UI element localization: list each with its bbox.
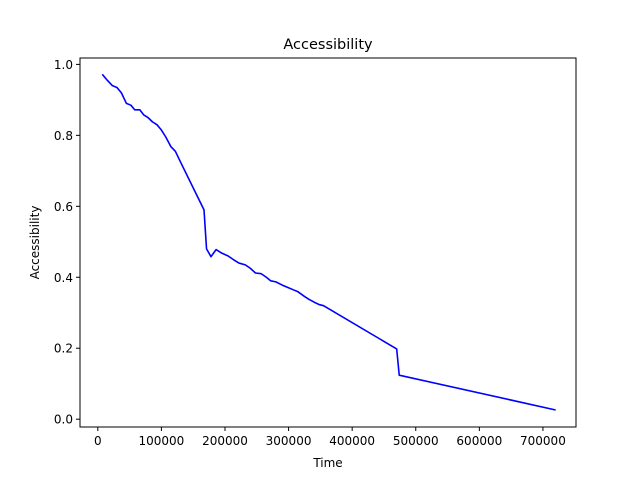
series-layer: [101, 73, 556, 411]
y-tick-label: 0.4: [54, 271, 73, 285]
x-tick-label: 0: [94, 434, 102, 448]
x-axis-label: Time: [312, 456, 342, 470]
y-tick-label: 0.6: [54, 200, 73, 214]
series-line-0: [101, 73, 556, 411]
plot-area: [80, 58, 576, 427]
y-axis-ticks: 0.0 0.2 0.4 0.6 0.8 1.0: [54, 58, 80, 427]
y-axis-label: Accessibility: [28, 206, 42, 280]
x-tick-label: 600000: [456, 434, 502, 448]
x-tick-label: 500000: [393, 434, 439, 448]
x-tick-label: 100000: [138, 434, 184, 448]
plot-frame: [79, 57, 577, 428]
y-tick-label: 1.0: [54, 58, 73, 72]
y-tick-label: 0.0: [54, 413, 73, 427]
x-tick-label: 300000: [266, 434, 312, 448]
y-tick-label: 0.2: [54, 342, 73, 356]
chart-title: Accessibility: [283, 37, 373, 53]
x-tick-label: 700000: [520, 434, 566, 448]
x-axis-ticks: 0 100000 200000 300000 400000 500000 600000 700…: [94, 427, 566, 448]
x-tick-label: 200000: [202, 434, 248, 448]
y-tick-label: 0.8: [54, 129, 73, 143]
x-tick-label: 400000: [329, 434, 375, 448]
